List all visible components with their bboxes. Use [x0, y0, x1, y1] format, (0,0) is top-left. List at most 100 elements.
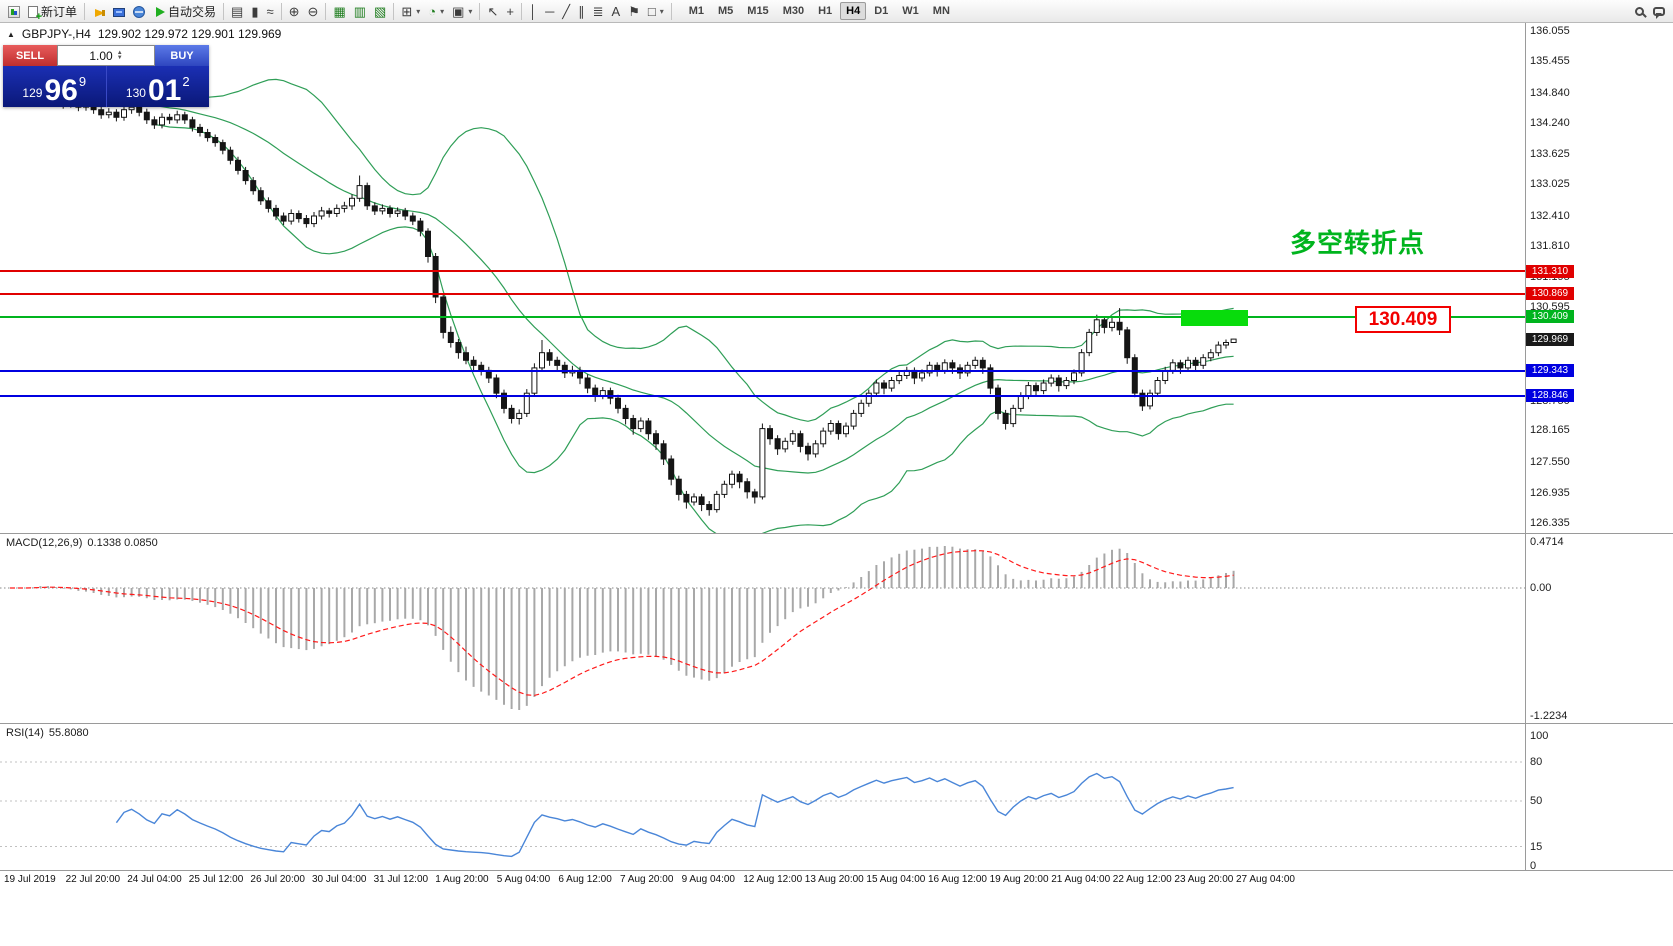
crosshair-button[interactable]: + — [502, 2, 518, 21]
volume-input[interactable]: 1.00 ▲ ▼ — [57, 45, 155, 66]
chart-shift-button[interactable]: ▧ — [370, 2, 390, 21]
shapes-button[interactable]: □ ▾ — [644, 2, 668, 21]
time-label: 6 Aug 12:00 — [558, 874, 612, 885]
timeframe-m30[interactable]: M30 — [782, 5, 805, 17]
channel-button[interactable]: ∥ — [574, 2, 589, 21]
buy-quote[interactable]: 130 01 2 — [107, 66, 210, 107]
trendline-button[interactable]: ╱ — [558, 2, 574, 21]
periods-button[interactable]: ◔ ▾ — [424, 2, 448, 21]
timeframe-h4[interactable]: H4 — [840, 2, 867, 20]
timeframe-w1[interactable]: W1 — [902, 5, 919, 17]
price-axis-label: 133.625 — [1530, 148, 1570, 160]
level-price-badge: 131.310 — [1526, 264, 1574, 278]
candlestick-chart-button-glyph: ▮ — [251, 3, 259, 19]
crosshair-button-glyph: + — [506, 3, 514, 19]
buy-price-sup: 2 — [182, 74, 190, 89]
new-order-button[interactable]: 新订单 — [24, 2, 81, 22]
buy-price-big: 01 — [147, 73, 182, 107]
price-axis-label: 127.550 — [1530, 455, 1570, 468]
market-watch-button[interactable] — [109, 2, 129, 21]
label-button[interactable]: ⚑ — [624, 2, 644, 21]
label-button-glyph: ⚑ — [628, 3, 640, 19]
level-line[interactable] — [0, 394, 1525, 397]
zoom-in-button[interactable]: ⊕ — [285, 2, 304, 21]
rsi-chart[interactable] — [0, 724, 1673, 871]
fibonacci-button[interactable]: ≣ — [589, 2, 608, 21]
timeframe-toolbar: M1 M5 M15 M30 H1 H4 D1 W1 MN — [683, 2, 956, 20]
toolbar-separator — [325, 2, 327, 20]
spinner-down-icon[interactable]: ▼ — [116, 54, 123, 61]
price-chart[interactable] — [0, 23, 1673, 533]
macd-chart[interactable] — [0, 534, 1673, 724]
timeframe-m5[interactable]: M5 — [718, 5, 734, 17]
highlight-rectangle[interactable] — [1181, 310, 1248, 326]
time-label: 15 Aug 04:00 — [866, 874, 926, 885]
vertical-line-button-glyph: │ — [528, 3, 538, 19]
indicators-button[interactable]: ⊞ ▾ — [397, 2, 424, 21]
timeframe-mn[interactable]: MN — [932, 5, 950, 17]
buy-button[interactable]: BUY — [155, 45, 209, 66]
level-price-badge: 130.869 — [1526, 287, 1574, 300]
annotation-text[interactable]: 多空转折点 — [1290, 228, 1426, 258]
macd-values: 0.1338 0.0850 — [87, 537, 158, 549]
sell-quote[interactable]: 129 96 9 — [3, 66, 107, 107]
volume-value: 1.00 — [89, 48, 113, 63]
text-button[interactable]: A — [608, 2, 625, 21]
bar-chart-button[interactable]: ▤ — [227, 2, 247, 21]
chat-button[interactable] — [1649, 2, 1669, 21]
macd-panel[interactable]: MACD(12,26,9) 0.1338 0.0850 0.4714 0.00 -1.… — [0, 533, 1673, 723]
level-line[interactable] — [0, 270, 1525, 273]
toolbar: 新订单自动交易▤▮≈⊕⊖▦▥▧⊞▾◔▾▣▾↖+│─╱∥≣A⚑□▾M1M5M15M… — [0, 0, 1673, 23]
auto-arrange-button[interactable]: ▥ — [350, 2, 370, 21]
rsi-title: RSI(14) — [6, 727, 44, 739]
toolbar-separator — [84, 2, 86, 20]
zoom-out-button[interactable]: ⊖ — [304, 2, 323, 21]
rsi-panel[interactable]: RSI(14) 55.8080 100 80 50 15 0 — [0, 723, 1673, 872]
sell-button[interactable]: SELL — [3, 45, 57, 66]
time-label: 22 Jul 20:00 — [65, 874, 121, 885]
community-button[interactable] — [129, 2, 149, 21]
chat-icon — [1653, 7, 1665, 19]
timeframe-m1[interactable]: M1 — [688, 5, 704, 17]
timeframe-d1[interactable]: D1 — [874, 5, 889, 17]
one-click-trading-panel: SELL 1.00 ▲ ▼ BUY 129 96 9 130 01 2 — [3, 45, 209, 107]
new-order-button-label: 新订单 — [41, 4, 78, 19]
macd-label: MACD(12,26,9) 0.1338 0.0850 — [6, 537, 158, 549]
app-button[interactable] — [4, 2, 24, 21]
line-chart-button[interactable]: ≈ — [262, 2, 277, 21]
main-chart-panel[interactable]: ▲ GBPJPY-,H4 129.902 129.972 129.901 129… — [0, 23, 1673, 533]
candlestick-chart-button[interactable]: ▮ — [247, 2, 262, 21]
level-line[interactable] — [0, 292, 1525, 295]
spinner-up-icon[interactable]: ▲ — [116, 49, 123, 56]
timeframe-m15[interactable]: M15 — [747, 5, 769, 17]
price-axis-label: 131.810 — [1530, 239, 1570, 252]
level-line[interactable] — [0, 369, 1525, 372]
indicators-button-glyph: ⊞ — [401, 3, 413, 19]
templates-button-glyph: ▣ — [452, 3, 465, 19]
chart-shift-button-glyph: ▧ — [374, 3, 387, 19]
vertical-line-button[interactable]: │ — [525, 2, 541, 21]
timeframe-h1[interactable]: H1 — [818, 5, 833, 17]
price-callout[interactable]: 130.409 — [1355, 306, 1451, 333]
volume-spinner[interactable]: ▲ ▼ — [116, 49, 123, 61]
level-line[interactable] — [0, 315, 1525, 318]
toolbar-separator — [280, 2, 282, 20]
autotrading-button[interactable]: 自动交易 — [149, 2, 220, 21]
time-label: 13 Aug 20:00 — [804, 874, 864, 885]
time-label: 19 Aug 20:00 — [989, 874, 1049, 885]
tile-windows-button[interactable]: ▦ — [329, 2, 349, 21]
time-label: 27 Aug 04:00 — [1236, 874, 1295, 885]
macd-axis-label: 0.4714 — [1530, 536, 1564, 548]
toolbar-separator — [670, 2, 672, 20]
time-axis[interactable]: 19 Jul 2019 22 Jul 20:00 24 Jul 04:00 25 Ju… — [0, 870, 1673, 946]
horizontal-line-button[interactable]: ─ — [541, 2, 558, 21]
alerts-button[interactable] — [88, 2, 109, 21]
trendline-button-glyph: ╱ — [562, 3, 571, 19]
time-label: 5 Aug 04:00 — [496, 874, 551, 885]
screen-icon — [113, 8, 126, 17]
time-label: 24 Jul 04:00 — [127, 874, 182, 885]
templates-button[interactable]: ▣ ▾ — [448, 2, 476, 21]
search-button[interactable] — [1630, 2, 1649, 21]
cursor-button[interactable]: ↖ — [483, 2, 502, 21]
channel-button-glyph: ∥ — [578, 3, 585, 19]
